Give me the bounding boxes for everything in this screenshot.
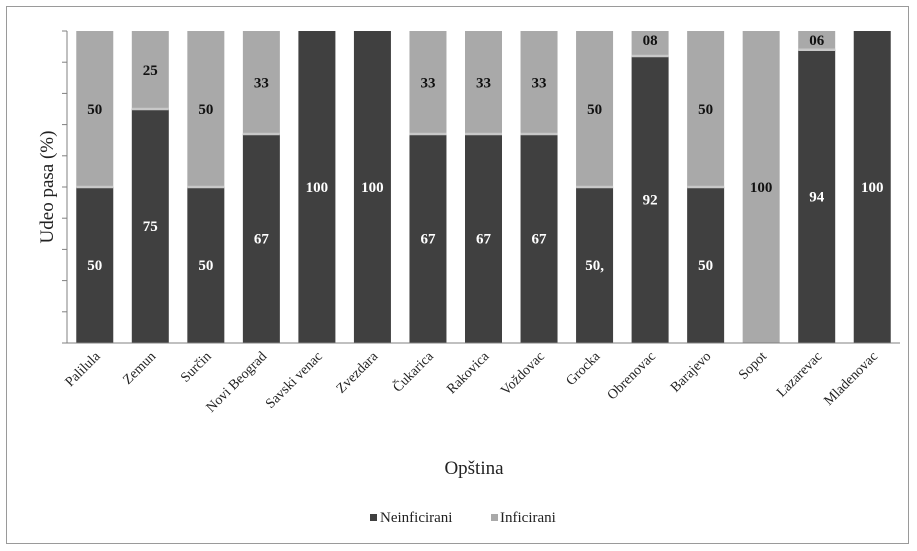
legend-label-inficirani: Inficirani: [500, 510, 556, 526]
data-label: 33: [532, 75, 547, 91]
bar-segment-neinficirani: [687, 187, 725, 343]
data-label: 50: [198, 258, 213, 274]
data-label: 50: [698, 102, 713, 118]
data-label: 100: [306, 180, 329, 196]
data-label: 06: [809, 33, 825, 49]
bar-segment-neinficirani: [576, 187, 614, 343]
bar-segment-neinficirani: [520, 133, 558, 343]
data-label: 50: [587, 102, 602, 118]
legend-swatch-inficirani: [491, 514, 498, 521]
bar-segment-inficirani: [76, 31, 114, 187]
x-tick-label: Sopot: [736, 349, 770, 383]
bar-segment-inficirani: [465, 31, 502, 134]
data-label: 100: [861, 180, 884, 196]
data-label: 75: [143, 219, 158, 235]
x-tick-label: Obrenovac: [605, 349, 659, 403]
bar-segment-neinficirani: [631, 55, 669, 344]
x-tick-label: Surčin: [178, 349, 214, 385]
x-axis-title: Opština: [444, 458, 504, 479]
bar-segment-inficirani: [520, 31, 558, 134]
bar-segment-neinficirani: [465, 133, 502, 343]
data-label: 33: [254, 75, 269, 91]
bar-segment-inficirani: [242, 31, 280, 134]
data-label: 67: [476, 231, 492, 247]
data-label: 08: [643, 33, 658, 49]
data-label: 100: [750, 180, 773, 196]
data-label: 100: [361, 180, 384, 196]
bar-segment-neinficirani: [131, 109, 169, 343]
data-label: 50: [198, 102, 213, 118]
x-tick-label: Grocka: [564, 349, 604, 389]
bar-segment-inficirani: [687, 31, 725, 187]
y-axis-title: Udeo pasa (%): [37, 131, 58, 244]
data-label: 67: [420, 231, 436, 247]
x-tick-label: Zemun: [120, 349, 159, 388]
data-label: 33: [420, 75, 435, 91]
bar-segment-neinficirani: [798, 49, 836, 343]
axis-layer: [62, 30, 900, 344]
data-label: 50: [87, 258, 102, 274]
bar-segment-inficirani: [798, 31, 836, 50]
data-label: 67: [254, 231, 270, 247]
bar-segment-inficirani: [187, 31, 225, 187]
data-label: 94: [809, 189, 825, 205]
legend-label-neinficirani: Neinficirani: [380, 510, 452, 526]
x-tick-label: Voždovac: [498, 349, 547, 398]
bar-segment-inficirani: [631, 31, 669, 56]
x-tick-label: Lazarevac: [774, 349, 825, 400]
x-tick-label: Zvezdara: [334, 349, 382, 397]
data-label: 50: [87, 102, 102, 118]
data-label: 92: [643, 192, 658, 208]
x-tick-label: Rakovica: [444, 349, 493, 398]
data-label: 33: [476, 75, 491, 91]
bar-segment-inficirani: [131, 31, 169, 109]
data-labels-layer: 50 50 75 25 50 50 67 33 100 100 67 33 67 33 67 33 50, 50 9…: [87, 33, 883, 274]
bar-segment-neinficirani: [298, 31, 336, 343]
legend: Neinficirani Inficirani: [370, 510, 556, 526]
data-label: 67: [532, 231, 548, 247]
bar-segment-neinficirani: [853, 31, 891, 343]
bar-segment-neinficirani: [353, 31, 391, 343]
x-tick-label: Barajevo: [668, 349, 714, 395]
bars-layer: [76, 31, 891, 344]
bar-segment-neinficirani: [409, 133, 447, 343]
data-label: 50,: [585, 258, 604, 274]
x-tick-label: Savski venac: [263, 349, 326, 412]
data-label: 50: [698, 258, 713, 274]
bar-segment-neinficirani: [242, 133, 280, 343]
data-label: 25: [143, 63, 158, 79]
bar-segment-inficirani: [409, 31, 447, 134]
bar-segment-inficirani: [742, 31, 780, 343]
bar-segment-neinficirani: [76, 187, 114, 343]
bar-segment-inficirani: [576, 31, 614, 187]
legend-swatch-neinficirani: [370, 514, 377, 521]
x-tick-label: Čukarica: [389, 347, 437, 395]
x-tick-label: Palilula: [63, 349, 104, 390]
x-tick-label: Mladenovac: [822, 349, 882, 409]
bar-segment-neinficirani: [187, 187, 225, 343]
